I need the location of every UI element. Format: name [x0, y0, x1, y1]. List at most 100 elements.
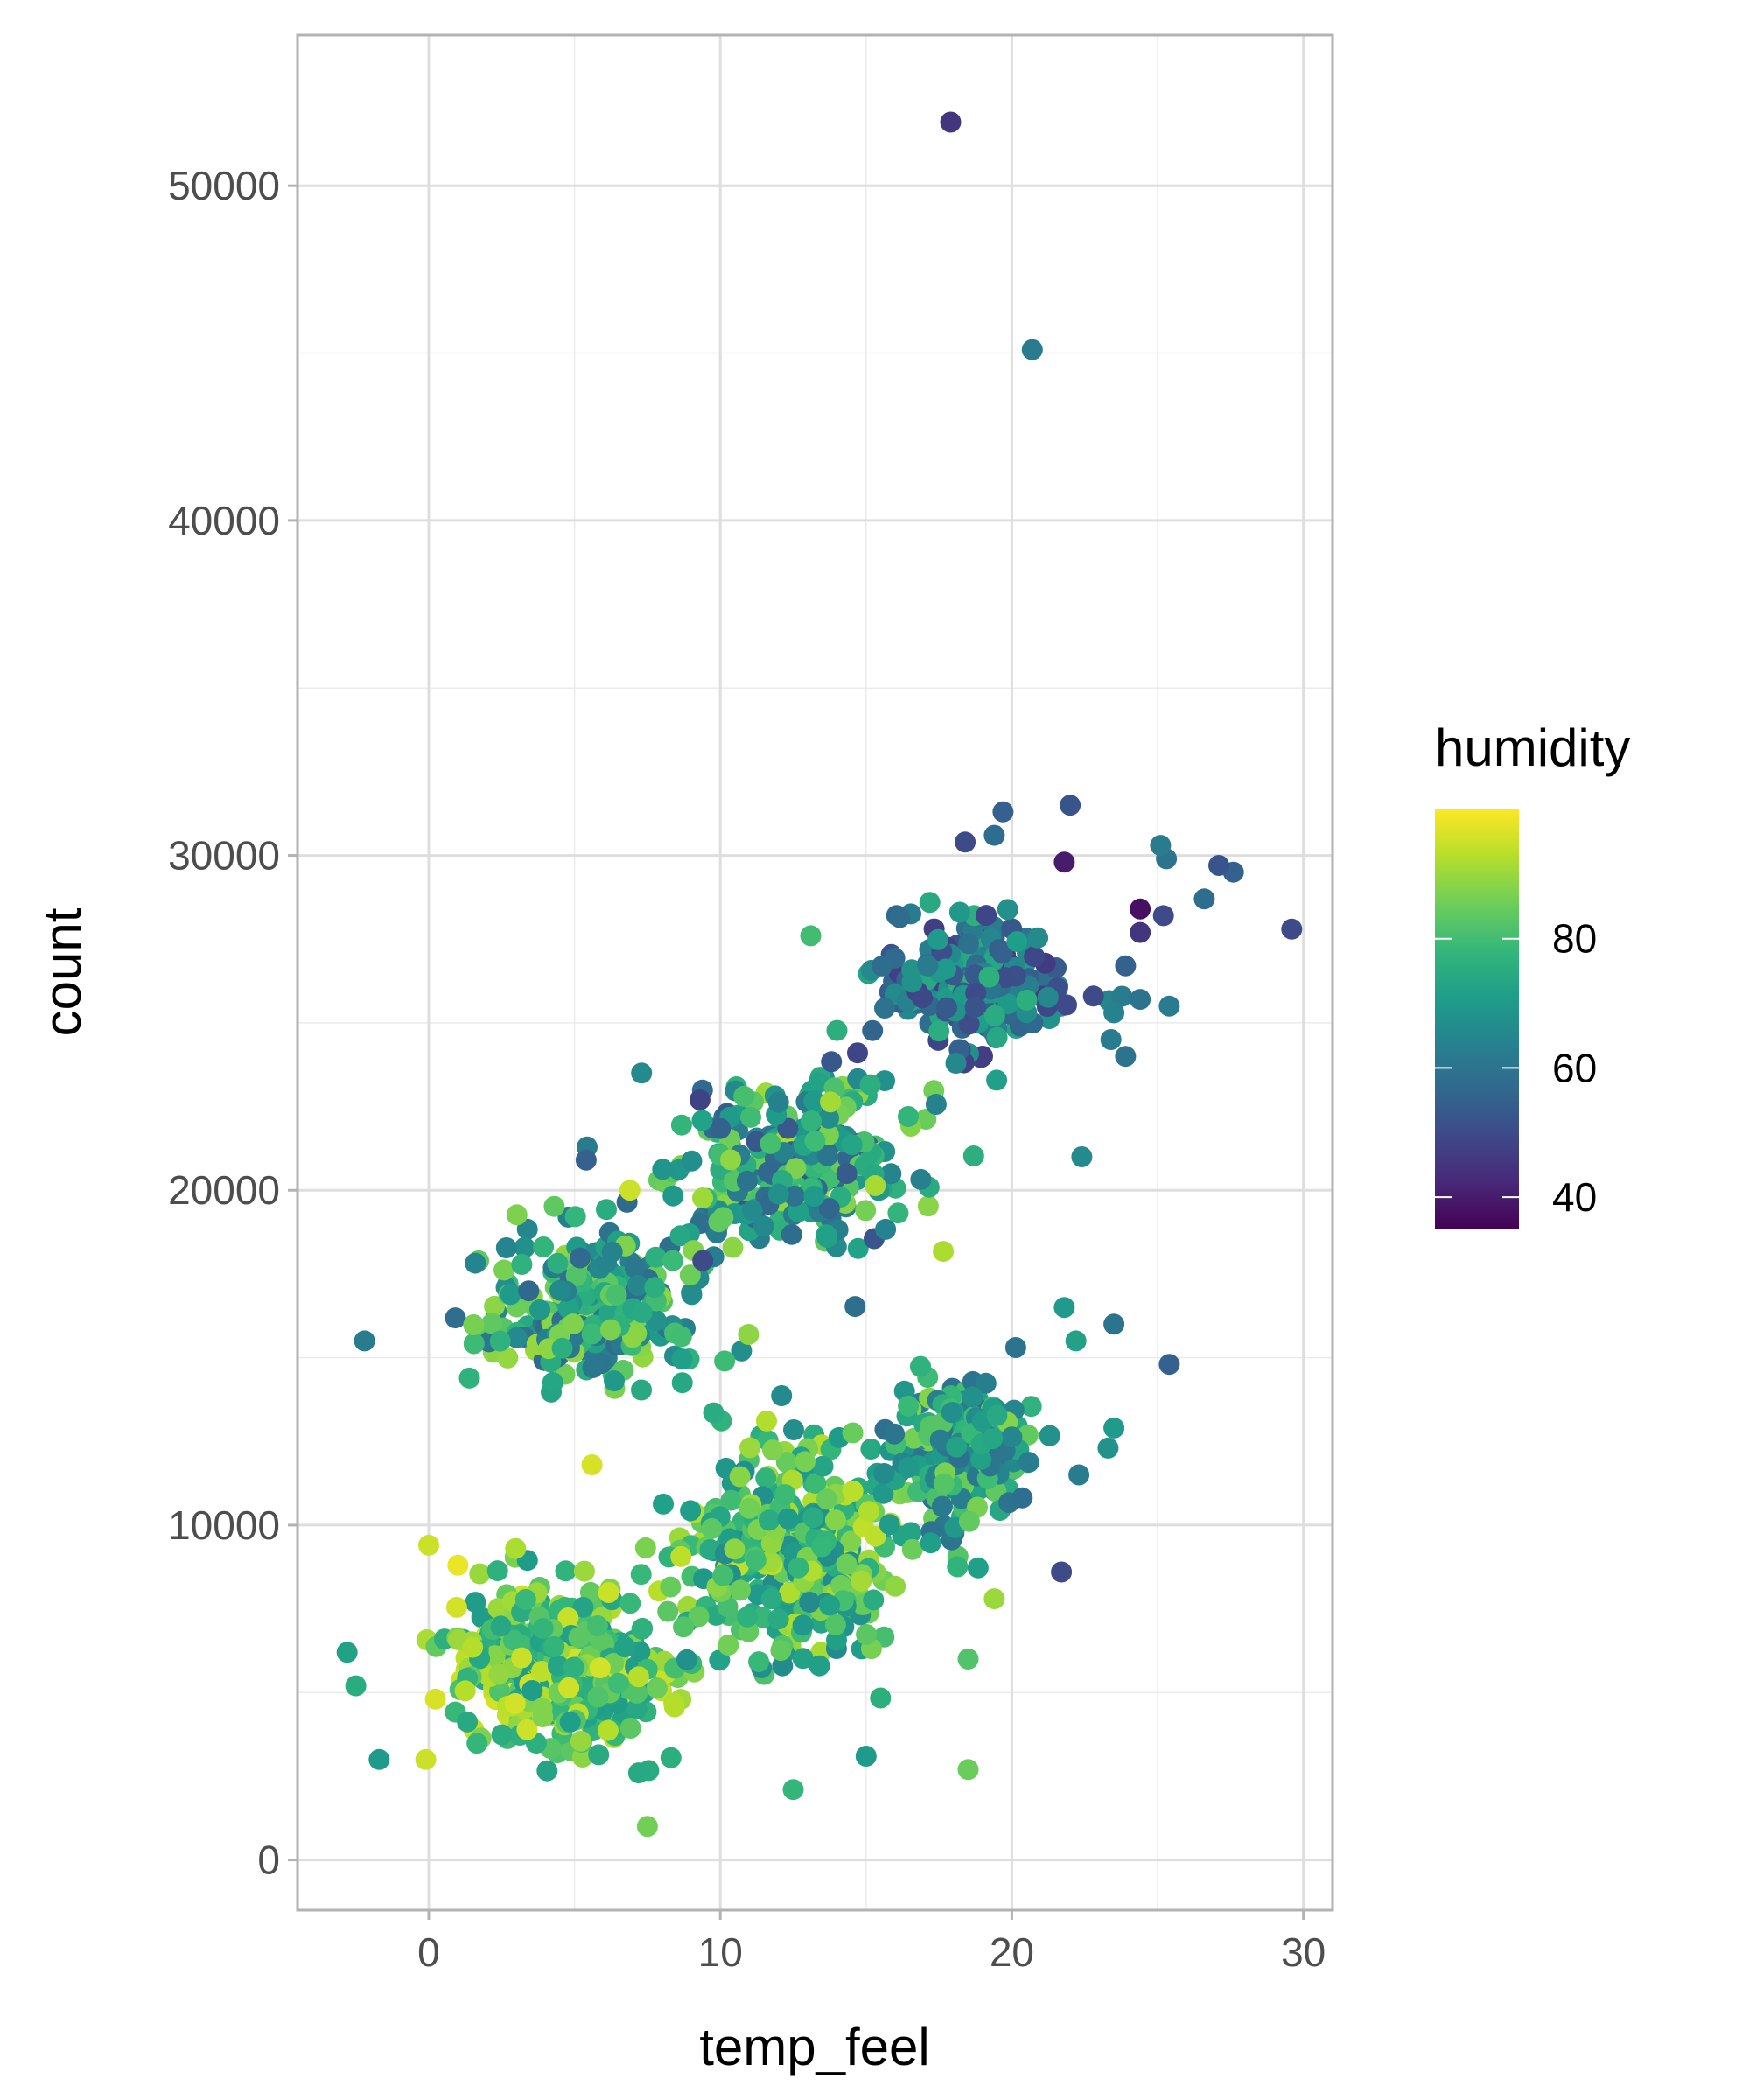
scatter-point — [928, 928, 949, 950]
scatter-point — [826, 1629, 847, 1651]
scatter-point — [345, 1675, 367, 1697]
scatter-point — [1037, 986, 1059, 1008]
scatter-point — [812, 1455, 834, 1477]
scatter-point — [836, 1163, 858, 1185]
scatter-point — [824, 1614, 846, 1635]
scatter-point — [808, 1655, 830, 1676]
scatter-point — [531, 1698, 553, 1719]
scatter-point — [733, 1085, 755, 1107]
scatter-point — [976, 905, 998, 927]
scatter-point — [986, 1026, 1008, 1048]
scatter-point — [708, 1211, 730, 1233]
scatter-point — [670, 1326, 692, 1348]
scatter-point — [1158, 1354, 1180, 1376]
scatter-point — [774, 1484, 796, 1506]
scatter-point — [1016, 989, 1038, 1011]
scatter-point — [847, 1042, 868, 1064]
scatter-point — [783, 1419, 804, 1440]
legend-tick-label: 80 — [1552, 916, 1597, 962]
scatter-point — [948, 901, 970, 923]
scatter-point — [681, 1150, 703, 1172]
scatter-point — [607, 1672, 629, 1694]
scatter-point — [775, 1452, 797, 1474]
scatter-point — [627, 1275, 649, 1296]
scatter-point — [669, 1225, 691, 1247]
scatter-point — [794, 1451, 816, 1473]
scatter-point — [737, 1606, 759, 1628]
scatter-point — [780, 1223, 802, 1245]
scatter-point — [936, 997, 957, 1018]
scatter-point — [873, 1463, 895, 1484]
scatter-point — [1194, 888, 1215, 910]
scatter-point — [670, 1545, 692, 1567]
scatter-point — [788, 1200, 809, 1222]
scatter-point — [502, 1629, 524, 1651]
scatter-point — [984, 1588, 1005, 1610]
scatter-point — [864, 1525, 886, 1547]
scatter-point — [458, 1367, 480, 1389]
scatter-point — [850, 1570, 872, 1592]
scatter-point — [932, 1495, 953, 1517]
scatter-point — [631, 1379, 652, 1401]
scatter-point — [620, 1592, 641, 1614]
scatter-point — [826, 1019, 848, 1041]
scatter-point — [740, 1106, 761, 1128]
x-tick-label: 0 — [417, 1929, 440, 1975]
color-legend: humidity 40 60 80 — [1435, 718, 1630, 1229]
scatter-point — [756, 1410, 777, 1432]
scatter-point — [840, 1530, 862, 1552]
scatter-point — [572, 1596, 594, 1618]
scatter-point — [660, 1746, 682, 1768]
scatter-point — [670, 1114, 692, 1136]
scatter-point — [1018, 1452, 1040, 1474]
scatter-point — [917, 955, 939, 976]
scatter-point — [634, 1536, 656, 1558]
scatter-point — [818, 1198, 840, 1220]
scatter-point — [543, 1635, 565, 1657]
scatter-point — [928, 1020, 950, 1042]
scatter-point — [884, 1423, 906, 1445]
scatter-point — [1103, 1313, 1125, 1335]
scatter-point — [692, 1187, 713, 1208]
scatter-point — [760, 1132, 781, 1154]
scatter-point — [495, 1237, 517, 1258]
scatter-point — [760, 1588, 782, 1610]
scatter-point — [818, 1107, 839, 1129]
scatter-point — [1082, 985, 1104, 1007]
scatter-point — [596, 1199, 617, 1221]
scatter-point — [536, 1760, 558, 1782]
scatter-point — [984, 824, 1005, 846]
scatter-point — [516, 1718, 538, 1740]
scatter-point — [842, 1480, 864, 1502]
scatter-point — [824, 1509, 846, 1531]
scatter-point — [630, 1564, 652, 1586]
scatter-point — [646, 1677, 668, 1699]
scatter-point — [967, 1557, 989, 1578]
scatter-point — [565, 1265, 587, 1286]
scatter-point — [767, 1608, 789, 1630]
scatter-point — [1130, 921, 1152, 943]
scatter-point — [1130, 989, 1152, 1011]
scatter-point — [692, 1250, 714, 1271]
scatter-point — [606, 1284, 627, 1306]
scatter-point — [415, 1748, 437, 1770]
scatter-point — [1051, 1561, 1073, 1583]
scatter-point — [841, 1134, 863, 1156]
scatter-point — [571, 1746, 593, 1768]
scatter-point — [1054, 851, 1075, 873]
legend-tick-label: 60 — [1552, 1045, 1597, 1090]
scatter-point — [1150, 835, 1172, 857]
scatter-point — [941, 1402, 962, 1424]
scatter-point — [816, 1144, 838, 1166]
scatter-point — [463, 1314, 485, 1335]
scatter-point — [898, 1106, 919, 1127]
scatter-point — [1054, 1297, 1075, 1319]
scatter-point — [570, 1247, 591, 1269]
scatter-point — [505, 1537, 527, 1559]
x-tick-label: 20 — [990, 1929, 1034, 1975]
scatter-point — [887, 1202, 909, 1224]
scatter-point — [1068, 1464, 1090, 1486]
scatter-point — [925, 1094, 947, 1115]
scatter-point — [511, 1647, 533, 1669]
scatter-point — [599, 1319, 621, 1340]
